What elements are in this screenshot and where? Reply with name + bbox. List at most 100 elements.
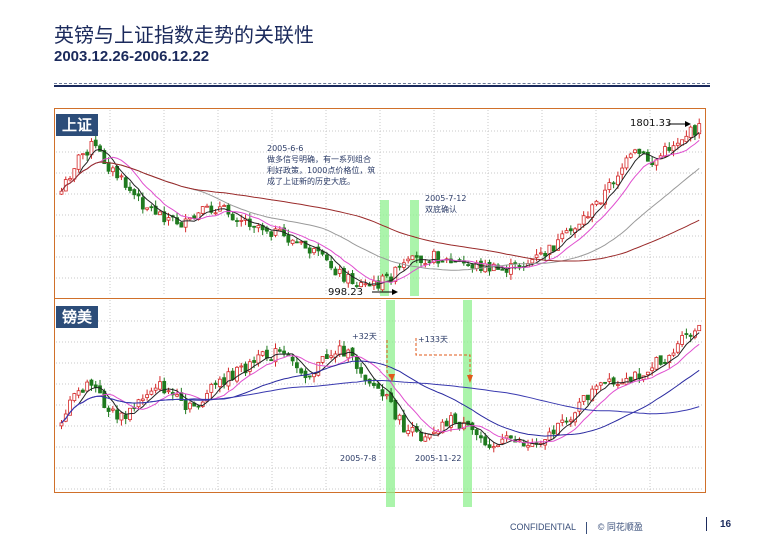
shanghai-candle-body bbox=[333, 268, 338, 276]
shanghai-candle-body bbox=[354, 285, 359, 287]
shanghai-candle-body bbox=[106, 162, 111, 172]
shanghai-candle-body bbox=[466, 264, 471, 266]
gbpusd-candle-body bbox=[166, 390, 171, 393]
shanghai-candle-body bbox=[59, 190, 64, 195]
footer-confidential: CONFIDENTIAL bbox=[510, 522, 576, 532]
shanghai-candle-body bbox=[123, 177, 128, 188]
gbpusd-candle-body bbox=[205, 393, 209, 402]
gbpusd-candle-body bbox=[693, 330, 697, 338]
gbpusd-candle-body bbox=[564, 420, 569, 423]
shanghai-candle-body bbox=[166, 217, 171, 221]
gbpusd-candle-body bbox=[260, 351, 265, 356]
shanghai-candle-body bbox=[162, 211, 167, 223]
gbpusd-candle-body bbox=[158, 381, 162, 390]
gbpusd-candle-body bbox=[680, 335, 684, 345]
gbpusd-candle-body bbox=[359, 367, 364, 374]
gbpusd-candle-body bbox=[140, 398, 145, 401]
shanghai-candle-body bbox=[671, 145, 676, 152]
gbpusd-candle-body bbox=[461, 422, 466, 430]
shanghai-candle-body bbox=[175, 217, 179, 225]
gbpusd-candle-body bbox=[667, 355, 672, 363]
shanghai-candle-body bbox=[440, 260, 445, 263]
shanghai-candle-body bbox=[675, 142, 680, 146]
shanghai-candle-body bbox=[607, 182, 612, 190]
shanghai-candle-body bbox=[230, 213, 235, 221]
gbpusd-candle-body bbox=[372, 382, 376, 386]
gbp-date-1: 2005-7-8 bbox=[340, 454, 376, 463]
shanghai-candle-body bbox=[624, 157, 629, 169]
gbpusd-candle-body bbox=[363, 374, 368, 381]
gbpusd-candle-body bbox=[658, 355, 663, 365]
shanghai-candle-body bbox=[158, 211, 162, 216]
shanghai-candle-body bbox=[637, 148, 642, 154]
gbpusd-candle-body bbox=[145, 394, 150, 398]
gbpusd-candle-body bbox=[577, 401, 582, 412]
gbpusd-candle-body bbox=[196, 405, 201, 408]
shanghai-candle-body bbox=[594, 200, 599, 205]
shanghai-candle-body bbox=[410, 255, 415, 260]
gbpusd-candle-body bbox=[282, 350, 286, 354]
shanghai-candle-body bbox=[294, 241, 299, 244]
shanghai-candle-body bbox=[543, 252, 548, 257]
shanghai-candle-body bbox=[564, 230, 569, 234]
gbpusd-candle-body bbox=[239, 365, 244, 368]
gbpusd-candle-body bbox=[102, 390, 107, 408]
shanghai-candle-body bbox=[98, 145, 102, 152]
title-rule-dashed bbox=[54, 83, 710, 84]
shanghai-candle-body bbox=[590, 204, 595, 218]
shanghai-candle-body bbox=[530, 259, 535, 264]
shanghai-candle-body bbox=[414, 255, 419, 258]
gbpusd-candle-body bbox=[508, 435, 513, 439]
highlight-band bbox=[386, 300, 395, 507]
gbpusd-candle-body bbox=[406, 430, 411, 434]
shanghai-candle-body bbox=[200, 206, 205, 214]
gbpusd-candle-body bbox=[616, 384, 620, 386]
panel-label-shanghai: 上证 bbox=[56, 114, 99, 136]
gbpusd-candle-body bbox=[110, 408, 115, 411]
gbpusd-candle-body bbox=[449, 415, 453, 428]
gbpusd-candle-body bbox=[226, 371, 231, 387]
gbpusd-candle-body bbox=[675, 343, 680, 353]
shanghai-candle-body bbox=[586, 216, 590, 219]
gbpusd-ma10 bbox=[61, 343, 700, 444]
gbpusd-ma5 bbox=[61, 332, 700, 446]
gbpusd-candle-body bbox=[393, 399, 398, 420]
gbpusd-candle-body bbox=[290, 356, 295, 362]
gbpusd-candle-body bbox=[663, 361, 667, 364]
gbpusd-candle-body bbox=[483, 436, 488, 446]
gbpusd-candle-body bbox=[474, 429, 479, 436]
note-line-2: 利好政策，1000点价格位，筑 bbox=[267, 165, 375, 175]
gbpusd-candle-body bbox=[479, 435, 483, 439]
page-number: 16 bbox=[720, 519, 732, 530]
shanghai-candle-body bbox=[299, 241, 304, 244]
shanghai-candle-body bbox=[307, 247, 312, 254]
shanghai-candle-body bbox=[667, 147, 672, 151]
shanghai-candle-body bbox=[350, 273, 355, 285]
shanghai-candle-body bbox=[663, 146, 667, 157]
gbpusd-candle-body bbox=[581, 395, 586, 402]
gbpusd-candle-body bbox=[123, 414, 128, 420]
shanghai-candle-body bbox=[500, 268, 505, 271]
shanghai-candle-body bbox=[235, 220, 239, 222]
note-line-3: 成了上证新的历史大底。 bbox=[267, 176, 355, 186]
gbpusd-candle-body bbox=[500, 438, 505, 444]
shanghai-candle-body bbox=[76, 154, 81, 170]
shanghai-candle-body bbox=[222, 205, 227, 207]
gbpusd-candle-body bbox=[252, 360, 257, 363]
gbpusd-candle-body bbox=[329, 355, 334, 358]
shanghai-candle-body bbox=[110, 167, 115, 173]
price-high-label: 1801.33 bbox=[630, 118, 671, 129]
gbpusd-candle-body bbox=[217, 378, 222, 387]
shanghai-candle-body bbox=[633, 149, 637, 154]
gbpusd-candle-body bbox=[85, 381, 90, 392]
gbpusd-candle-body bbox=[688, 334, 693, 337]
shanghai-ma5 bbox=[61, 132, 700, 286]
double-bottom-date: 2005-7-12 bbox=[425, 194, 466, 203]
gbpusd-candle-body bbox=[72, 393, 77, 401]
gbpusd-candle-body bbox=[444, 420, 449, 427]
gbpusd-candle-body bbox=[230, 370, 235, 380]
shanghai-candle-body bbox=[547, 244, 552, 255]
shanghai-candle-body bbox=[136, 193, 141, 197]
shanghai-candle-body bbox=[568, 228, 573, 232]
